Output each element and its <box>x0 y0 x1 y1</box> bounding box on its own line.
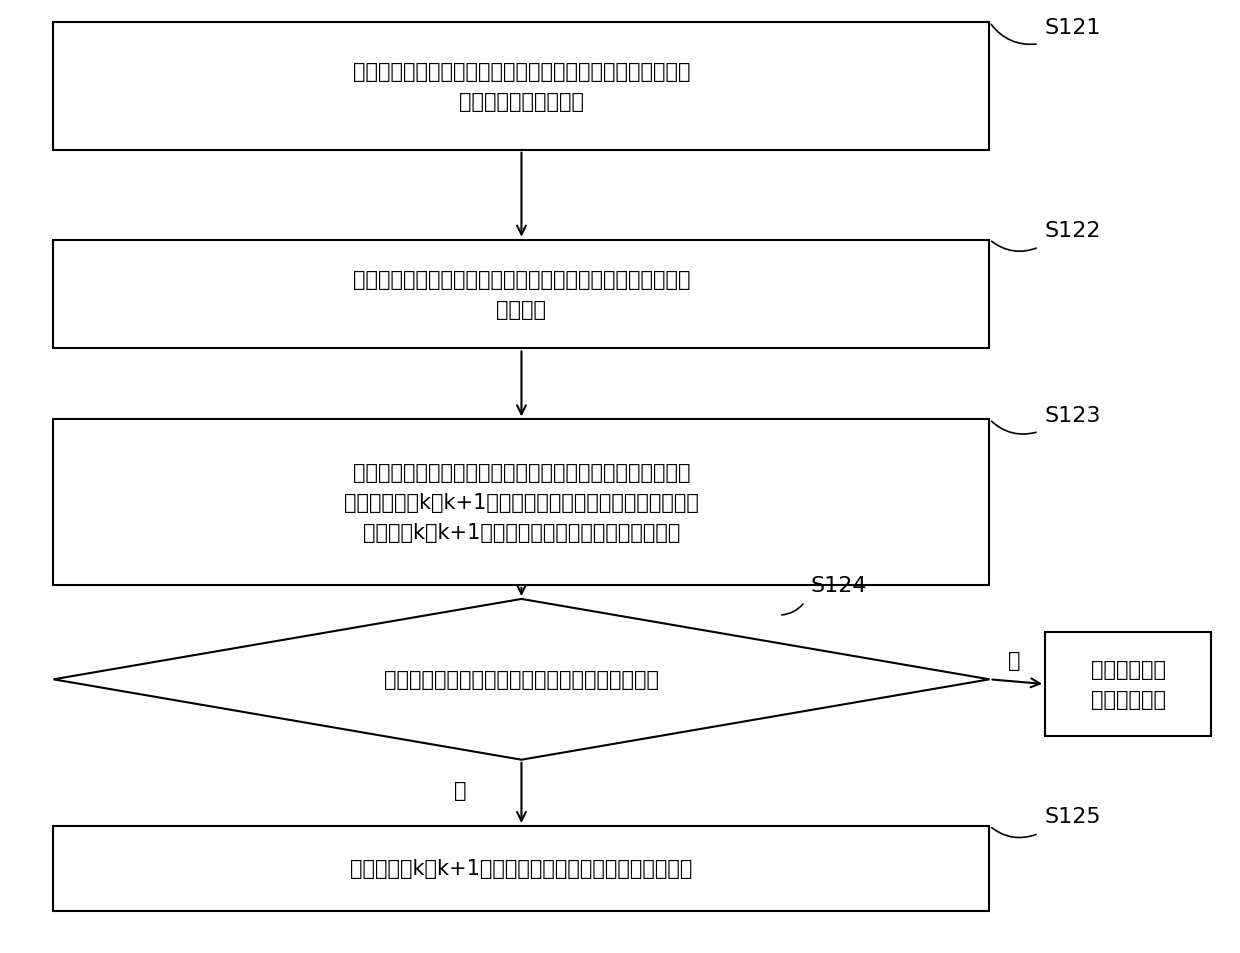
Text: 将通信小组k与k+1合并为一个通信小组，并更新分组信息: 将通信小组k与k+1合并为一个通信小组，并更新分组信息 <box>350 859 693 879</box>
FancyBboxPatch shape <box>53 23 990 151</box>
Text: 取消合并，保
留原分组信息: 取消合并，保 留原分组信息 <box>1090 659 1166 709</box>
Text: 否: 否 <box>1008 651 1021 671</box>
Text: 获取分组信息，所述分组信息包括通信小组的数量以及各个通
信小组内部的中继节点: 获取分组信息，所述分组信息包括通信小组的数量以及各个通 信小组内部的中继节点 <box>352 62 691 112</box>
Text: 判断新通信小组的可靠性指数是否小于或等于阈值: 判断新通信小组的可靠性指数是否小于或等于阈值 <box>384 670 658 690</box>
FancyBboxPatch shape <box>1045 633 1211 737</box>
Text: S125: S125 <box>1045 806 1101 826</box>
Polygon shape <box>53 599 990 760</box>
Text: 根据所述中继节点信息和所述分组信息计算每个通信小组的可
靠性指数: 根据所述中继节点信息和所述分组信息计算每个通信小组的可 靠性指数 <box>352 270 691 319</box>
Text: S121: S121 <box>1045 18 1101 38</box>
FancyBboxPatch shape <box>53 240 990 349</box>
Text: S124: S124 <box>811 576 868 595</box>
FancyBboxPatch shape <box>53 826 990 911</box>
Text: S122: S122 <box>1045 221 1101 241</box>
Text: 是: 是 <box>454 781 466 801</box>
Text: 循环计算相邻两个通信小组的可靠性指数之和，若其中相邻的
两个通信小组k与k+1的可靠性指数之和小于阈值，则计算将
通信小组k、k+1视为一个新通信小组后的可靠性: 循环计算相邻两个通信小组的可靠性指数之和，若其中相邻的 两个通信小组k与k+1的… <box>343 463 699 542</box>
Text: S123: S123 <box>1045 405 1101 425</box>
FancyBboxPatch shape <box>53 420 990 585</box>
